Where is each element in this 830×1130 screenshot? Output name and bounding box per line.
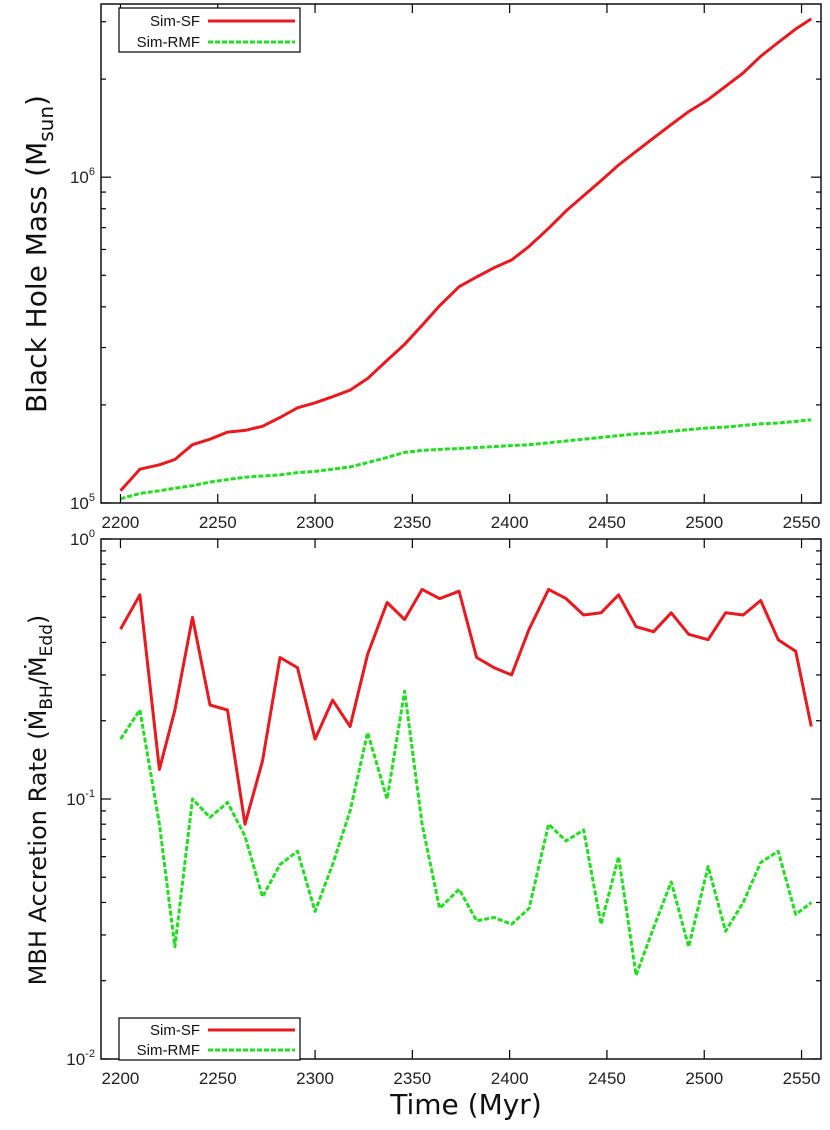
bottom-panel: 2200 2250 2300 2350 2400 2450 2500 2550 10-2 10-1… bbox=[23, 528, 822, 1121]
top-legend: Sim-SF Sim-RMF bbox=[118, 7, 301, 53]
bottom-x-tick-label-2200: 2200 bbox=[102, 1069, 140, 1088]
top-x-tick-label-2500: 2500 bbox=[685, 513, 723, 532]
top-ticks-layer: 2200 2250 2300 2350 2400 2450 2500 2550 105 106 bbox=[70, 4, 821, 532]
bottom-y-axis-title: MBH Accretion Rate (ṀBH/ṀEdd) bbox=[23, 615, 57, 986]
top-legend-label-sim-sf: Sim-SF bbox=[150, 13, 200, 30]
top-x-tick-label-2300: 2300 bbox=[296, 513, 334, 532]
bottom-x-tick-label-2300: 2300 bbox=[296, 1069, 334, 1088]
bottom-legend-label-sim-sf: Sim-SF bbox=[150, 1022, 200, 1039]
top-x-tick-label-2400: 2400 bbox=[491, 513, 529, 532]
bottom-x-tick-label-2450: 2450 bbox=[588, 1069, 626, 1088]
top-x-tick-label-2350: 2350 bbox=[393, 513, 431, 532]
bottom-series-sim-rmf bbox=[119, 689, 813, 977]
top-series-sim-rmf bbox=[120, 418, 812, 501]
top-series-layer bbox=[119, 17, 813, 501]
top-y-axis-title: Black Hole Mass (Msun) bbox=[20, 95, 58, 413]
bottom-legend-label-sim-rmf: Sim-RMF bbox=[137, 1042, 200, 1059]
bottom-y-tick-label-0: 10-2 bbox=[66, 1048, 95, 1069]
x-axis-title: Time (Myr) bbox=[389, 1088, 542, 1121]
top-series-sim-sf bbox=[119, 17, 813, 492]
top-legend-box bbox=[118, 7, 301, 53]
bottom-series-sim-sf bbox=[119, 587, 813, 826]
top-panel: 2200 2250 2300 2350 2400 2450 2500 2550 105 106 B… bbox=[20, 3, 822, 532]
bottom-x-tick-label-2250: 2250 bbox=[199, 1069, 237, 1088]
bottom-ticks-layer: 2200 2250 2300 2350 2400 2450 2500 2550 10-2 10-1… bbox=[66, 528, 821, 1088]
bottom-legend-box bbox=[118, 1017, 301, 1061]
top-x-tick-label-2450: 2450 bbox=[588, 513, 626, 532]
bottom-y-tick-label-1: 10-1 bbox=[66, 788, 95, 809]
bottom-series-layer bbox=[119, 587, 813, 977]
bottom-x-tick-label-2350: 2350 bbox=[393, 1069, 431, 1088]
top-legend-label-sim-rmf: Sim-RMF bbox=[137, 34, 200, 51]
top-x-tick-label-2200: 2200 bbox=[102, 513, 140, 532]
top-y-tick-label-0: 105 bbox=[70, 492, 95, 513]
bottom-x-tick-label-2400: 2400 bbox=[491, 1069, 529, 1088]
bottom-x-tick-label-2500: 2500 bbox=[685, 1069, 723, 1088]
top-x-tick-label-2250: 2250 bbox=[199, 513, 237, 532]
top-x-tick-label-2550: 2550 bbox=[783, 513, 821, 532]
top-y-tick-label-1: 106 bbox=[70, 166, 95, 187]
bottom-legend: Sim-SF Sim-RMF bbox=[118, 1017, 301, 1061]
bottom-x-tick-label-2550: 2550 bbox=[783, 1069, 821, 1088]
top-plot-frame bbox=[100, 3, 822, 504]
bottom-y-tick-label-2: 100 bbox=[70, 528, 95, 549]
bottom-plot-frame bbox=[100, 538, 822, 1060]
